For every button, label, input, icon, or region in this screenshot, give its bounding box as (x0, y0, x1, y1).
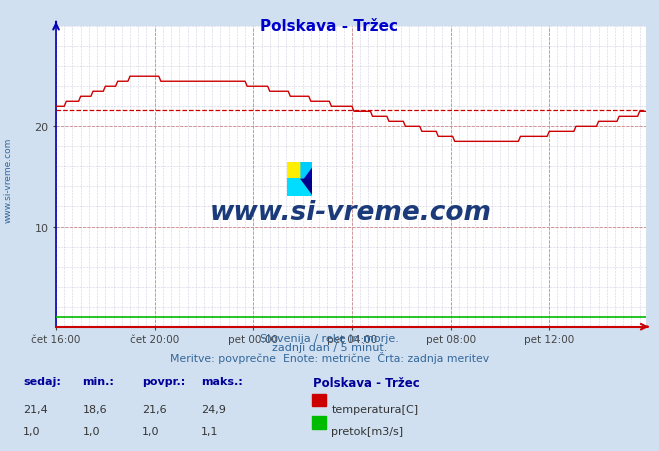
Text: pretok[m3/s]: pretok[m3/s] (331, 426, 403, 436)
Bar (287, 162, 299, 179)
Polygon shape (288, 179, 310, 196)
Text: 1,0: 1,0 (82, 426, 100, 436)
Text: sedaj:: sedaj: (23, 377, 61, 387)
Polygon shape (287, 162, 312, 196)
Text: 1,0: 1,0 (23, 426, 41, 436)
Text: Polskava - Tržec: Polskava - Tržec (313, 377, 420, 390)
Bar (287, 162, 299, 179)
Text: 21,6: 21,6 (142, 404, 166, 414)
Text: Slovenija / reke in morje.: Slovenija / reke in morje. (260, 333, 399, 343)
Text: www.si-vreme.com: www.si-vreme.com (210, 200, 492, 226)
Polygon shape (287, 179, 312, 196)
Bar (287, 162, 299, 179)
Text: povpr.:: povpr.: (142, 377, 185, 387)
Polygon shape (299, 179, 312, 196)
Text: Meritve: povprečne  Enote: metrične  Črta: zadnja meritev: Meritve: povprečne Enote: metrične Črta:… (170, 351, 489, 363)
Text: temperatura[C]: temperatura[C] (331, 404, 418, 414)
Text: 21,4: 21,4 (23, 404, 48, 414)
Text: 24,9: 24,9 (201, 404, 226, 414)
Text: zadnji dan / 5 minut.: zadnji dan / 5 minut. (272, 342, 387, 352)
Text: www.si-vreme.com: www.si-vreme.com (3, 138, 13, 223)
Polygon shape (287, 162, 312, 196)
Bar (299, 179, 312, 196)
Polygon shape (299, 162, 312, 179)
Text: 1,1: 1,1 (201, 426, 219, 436)
Bar (287, 162, 299, 179)
Bar (299, 162, 312, 196)
Text: 18,6: 18,6 (82, 404, 107, 414)
Text: min.:: min.: (82, 377, 114, 387)
Text: maks.:: maks.: (201, 377, 243, 387)
Text: Polskava - Tržec: Polskava - Tržec (260, 19, 399, 34)
Bar (287, 179, 299, 196)
Text: 1,0: 1,0 (142, 426, 159, 436)
